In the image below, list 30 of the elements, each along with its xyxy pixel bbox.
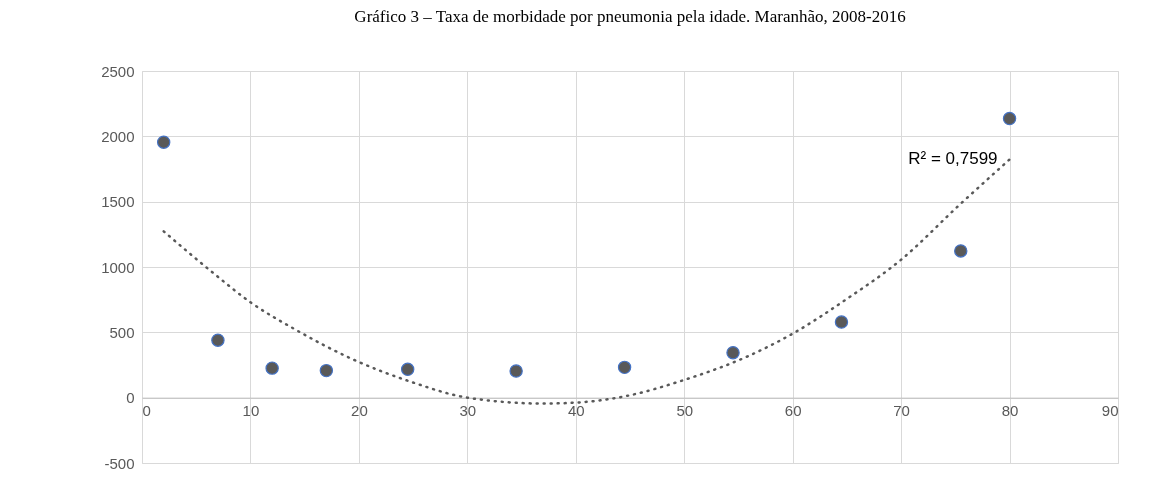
annotation: R² = 0,7599	[908, 149, 998, 169]
x-tick-label: 60	[784, 402, 802, 420]
y-tick-label: 500	[109, 323, 135, 341]
point	[400, 362, 415, 377]
x-tick-label: 0	[142, 402, 151, 420]
point	[726, 346, 740, 360]
y-tick-label: 2500	[101, 62, 135, 80]
point	[617, 360, 632, 375]
point	[509, 364, 523, 378]
x-tick-label: 80	[1001, 402, 1019, 420]
y-tick-label: -500	[104, 454, 135, 472]
point	[319, 363, 334, 378]
y-tick-label: 0	[126, 389, 135, 407]
point	[834, 315, 849, 329]
y-tick-label: 1500	[101, 193, 135, 211]
point	[1002, 111, 1017, 126]
x-tick-label: 90	[1101, 402, 1119, 420]
point	[211, 333, 225, 347]
x-tick-label: 20	[351, 402, 368, 420]
y-tick-label: 1000	[101, 258, 135, 276]
x-tick-label: 70	[893, 402, 910, 420]
point	[265, 361, 279, 375]
point	[954, 244, 968, 258]
chart-title: Gráfico 3 – Taxa de morbidade por pneumonia pela idade. Maranhão, 2008-2016	[354, 7, 906, 26]
x-tick-label: 30	[459, 402, 477, 420]
point	[156, 135, 171, 149]
x-tick-label: 50	[676, 402, 694, 420]
x-tick-label: 10	[242, 402, 260, 420]
x-tick-label: 40	[567, 402, 585, 420]
y-tick-label: 2000	[101, 127, 135, 145]
